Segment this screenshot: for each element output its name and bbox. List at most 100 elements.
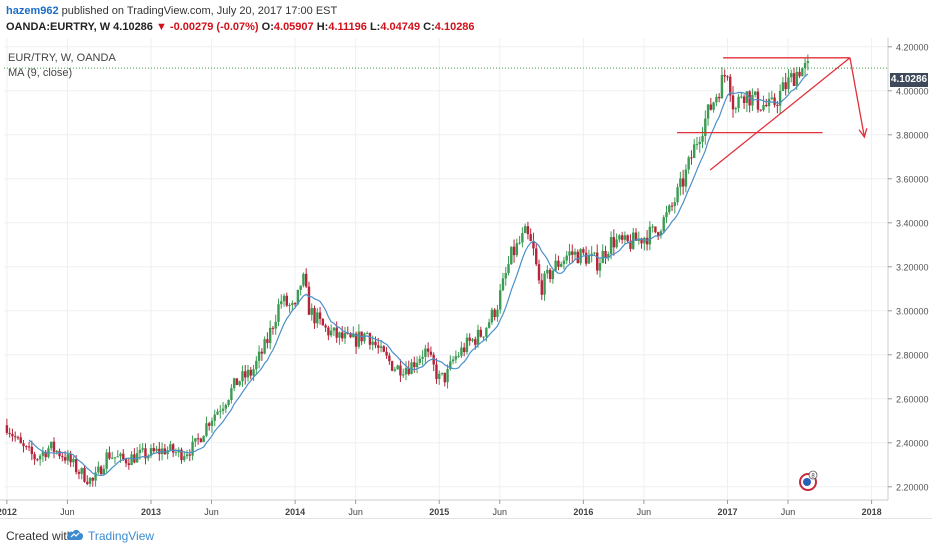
candle-down xyxy=(27,446,31,448)
candle-down xyxy=(74,459,78,473)
candle-up xyxy=(102,468,106,475)
candle-up xyxy=(38,455,42,460)
candle-down xyxy=(576,251,580,264)
candle-up xyxy=(80,468,83,474)
candle-up xyxy=(762,104,765,111)
candle-down xyxy=(33,454,36,460)
candle-up xyxy=(587,256,591,264)
candle-down xyxy=(582,249,585,253)
candle-up xyxy=(352,333,355,338)
y-tick-label: 2.40000 xyxy=(896,438,929,448)
high-value: 4.11196 xyxy=(328,21,367,33)
candle-down xyxy=(77,472,81,474)
candle-down xyxy=(266,339,269,344)
candle-down xyxy=(349,333,352,338)
low-value: 4.04749 xyxy=(380,21,421,33)
candle-up xyxy=(695,144,699,146)
candle-down xyxy=(656,232,660,236)
candle-down xyxy=(36,459,39,461)
candle-up xyxy=(227,399,230,405)
candle-down xyxy=(584,252,588,264)
candle-down xyxy=(368,333,372,345)
publication-line: hazem962 published on TradingView.com, J… xyxy=(6,5,337,17)
candle-up xyxy=(745,91,749,103)
candle-down xyxy=(629,241,632,249)
candle-up xyxy=(803,62,807,69)
y-tick-label: 3.80000 xyxy=(896,130,929,140)
candle-up xyxy=(213,414,216,421)
author-link[interactable]: hazem962 xyxy=(6,5,59,17)
candle-up xyxy=(704,118,707,137)
candle-down xyxy=(681,178,685,187)
candle-down xyxy=(354,333,358,347)
candle-up xyxy=(119,453,122,457)
candle-down xyxy=(69,454,72,463)
x-tick-label: 2017 xyxy=(717,507,737,517)
tradingview-brand[interactable]: TradingView xyxy=(88,529,155,543)
candle-up xyxy=(559,264,563,267)
candle-up xyxy=(268,327,272,344)
candle-up xyxy=(219,410,222,412)
candle-down xyxy=(548,269,552,280)
candle-down xyxy=(63,457,67,461)
candle-up xyxy=(110,457,114,459)
candle-up xyxy=(343,333,347,339)
candle-down xyxy=(742,96,746,103)
candle-up xyxy=(415,362,419,368)
candle-up xyxy=(518,242,521,244)
candle-down xyxy=(377,345,380,348)
candle-down xyxy=(426,348,430,352)
candle-down xyxy=(645,237,649,245)
candle-up xyxy=(543,273,546,295)
candle-up xyxy=(521,233,524,243)
candle-up xyxy=(615,239,618,248)
candle-up xyxy=(363,333,366,342)
candle-up xyxy=(113,457,117,459)
candle-up xyxy=(476,329,480,345)
candle-down xyxy=(690,157,693,159)
candle-up xyxy=(232,378,236,389)
candle-down xyxy=(435,364,438,380)
candle-down xyxy=(731,95,735,110)
candle-down xyxy=(596,252,599,271)
candle-down xyxy=(729,76,732,96)
y-tick-label: 2.60000 xyxy=(896,394,929,404)
candle-up xyxy=(806,61,810,63)
candle-up xyxy=(149,448,153,456)
candle-up xyxy=(230,388,233,400)
candle-up xyxy=(332,327,336,331)
candle-up xyxy=(141,448,144,450)
candle-up xyxy=(221,408,225,411)
candle-up xyxy=(565,255,568,261)
x-tick-label: 2012 xyxy=(0,507,17,517)
candle-up xyxy=(679,178,682,188)
published-text: published on TradingView.com, July 20, 2… xyxy=(61,5,338,17)
price-chart[interactable]: 4.20000 4.00000 3.80000 3.60000 3.40000 3.200… xyxy=(0,38,932,518)
candle-up xyxy=(562,260,566,265)
candle-up xyxy=(665,212,668,218)
candle-down xyxy=(346,333,349,335)
candle-up xyxy=(210,420,214,426)
candle-down xyxy=(122,453,125,460)
candle-down xyxy=(58,451,61,457)
candle-up xyxy=(551,270,555,280)
candle-up xyxy=(770,97,774,99)
candle-up xyxy=(191,441,194,456)
event-icon[interactable]: 8 xyxy=(797,470,819,492)
candle-up xyxy=(490,309,494,323)
candle-up xyxy=(659,231,663,236)
candle-up xyxy=(643,237,646,244)
close-label: C: xyxy=(423,21,435,33)
candle-up xyxy=(720,75,724,99)
candle-up xyxy=(501,278,505,291)
candle-up xyxy=(482,336,485,338)
candle-down xyxy=(22,443,25,447)
candle-down xyxy=(249,369,252,376)
candle-up xyxy=(662,217,665,232)
candle-up xyxy=(687,157,690,170)
candle-up xyxy=(316,312,319,324)
y-tick-label: 3.60000 xyxy=(896,174,929,184)
candle-down xyxy=(19,437,22,444)
candle-down xyxy=(759,109,762,111)
candle-up xyxy=(668,205,671,213)
